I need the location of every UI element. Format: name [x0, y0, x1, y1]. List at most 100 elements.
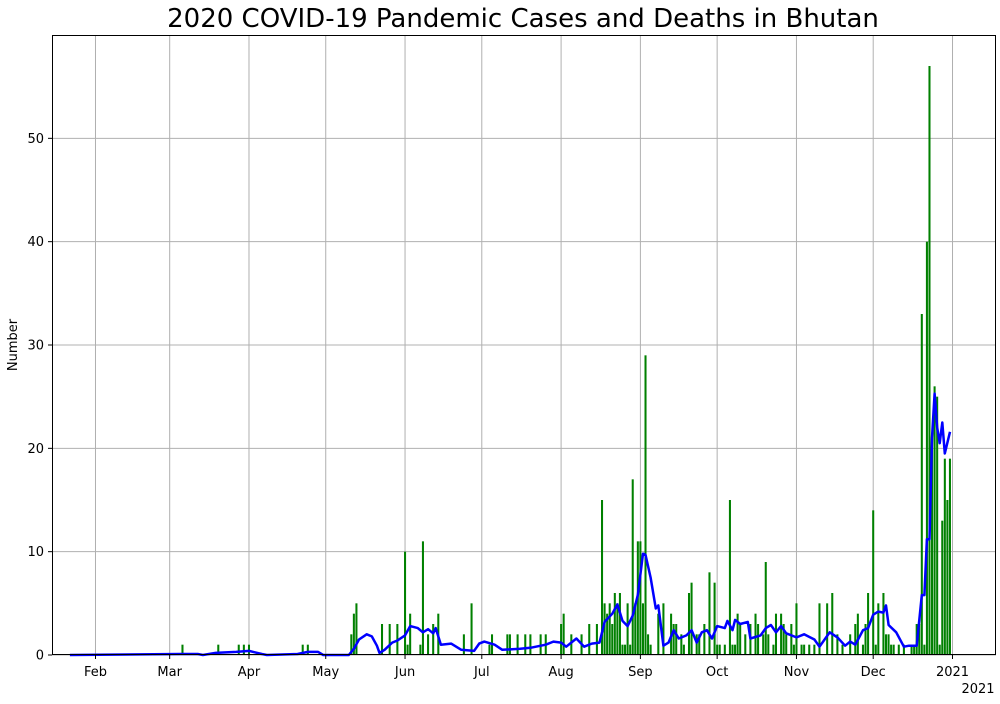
- bar: [887, 634, 890, 655]
- bar: [427, 634, 430, 655]
- bar: [943, 458, 946, 655]
- bar: [856, 613, 859, 655]
- bar: [703, 624, 706, 655]
- y-tick-label: 0: [36, 649, 44, 664]
- bar: [649, 644, 652, 655]
- bar: [508, 634, 511, 655]
- bar: [736, 613, 739, 655]
- bar: [884, 634, 888, 655]
- y-tick-label: 30: [27, 339, 44, 354]
- y-axis: 0 10 20 30 40 50: [27, 132, 52, 664]
- bar: [918, 624, 921, 655]
- y-tick-label: 20: [27, 442, 44, 457]
- bar: [931, 438, 934, 655]
- y-tick-label: 50: [27, 132, 44, 147]
- y-tick-label: 10: [27, 545, 44, 560]
- bar: [882, 593, 885, 655]
- plot-area-frame: [52, 35, 996, 655]
- x-tick-label: Oct: [706, 665, 728, 680]
- bar: [432, 624, 435, 655]
- bar: [892, 644, 895, 655]
- bar: [790, 624, 793, 655]
- bar: [647, 634, 650, 655]
- bar: [657, 613, 660, 655]
- bar: [867, 593, 870, 655]
- bar: [626, 603, 629, 655]
- bar: [936, 396, 939, 655]
- bar: [181, 644, 184, 655]
- bar: [217, 644, 220, 655]
- bar: [718, 644, 721, 655]
- bar: [744, 634, 747, 655]
- bar: [562, 613, 565, 655]
- bar: [813, 644, 816, 655]
- bar: [739, 624, 742, 655]
- bar: [682, 644, 685, 655]
- bar: [782, 624, 785, 655]
- bar: [864, 624, 867, 655]
- bar: [601, 500, 604, 655]
- bar: [734, 644, 737, 655]
- bar: [680, 634, 683, 655]
- bar: [831, 593, 834, 655]
- bar: [506, 634, 509, 655]
- bar: [690, 582, 693, 655]
- bar: [608, 603, 611, 655]
- bar: [913, 644, 916, 655]
- bar: [713, 582, 716, 655]
- bar: [388, 624, 391, 655]
- bar: [611, 624, 614, 655]
- bar: [841, 644, 844, 655]
- bar: [762, 634, 765, 655]
- bar: [404, 551, 407, 655]
- bar: [925, 241, 928, 655]
- bar: [419, 644, 422, 655]
- x-tick-label: Dec: [861, 665, 886, 680]
- bar: [772, 644, 775, 655]
- x-tick-label: Sep: [628, 665, 653, 680]
- bar: [849, 634, 852, 655]
- bar: [941, 520, 944, 655]
- bar: [529, 634, 532, 655]
- x-tick-label: 2021: [936, 665, 969, 680]
- x-tick-label: Nov: [784, 665, 810, 680]
- bar: [588, 624, 591, 655]
- bar: [948, 458, 951, 655]
- bar: [624, 644, 627, 655]
- y-axis-label: Number: [6, 318, 21, 371]
- bar: [728, 500, 731, 655]
- line-series: [69, 392, 952, 657]
- bar: [616, 603, 619, 655]
- bar: [675, 624, 678, 655]
- bar: [603, 603, 606, 655]
- series-line: [69, 392, 952, 657]
- bar: [836, 634, 839, 655]
- x-tick-label: May: [312, 665, 339, 680]
- bar: [352, 613, 355, 655]
- bar: [716, 644, 719, 655]
- bar: [723, 644, 726, 655]
- bar: [644, 355, 647, 655]
- bar: [634, 603, 637, 655]
- x-tick-label: Jul: [473, 665, 490, 680]
- bar: [874, 644, 877, 655]
- bar: [641, 603, 644, 655]
- x-tick-label: Mar: [157, 665, 182, 680]
- bar: [695, 634, 698, 655]
- bar: [877, 603, 880, 655]
- bar: [301, 644, 304, 655]
- bar: [631, 479, 634, 655]
- y-tick-label: 40: [27, 235, 44, 250]
- x-axis: Feb Mar Apr May Jun Jul Aug Sep Oct Nov Dec 2021: [84, 655, 969, 680]
- bar: [854, 624, 857, 655]
- bar: [242, 644, 245, 655]
- bar: [560, 624, 563, 655]
- bar: [757, 624, 760, 655]
- bar: [698, 634, 701, 655]
- bar: [861, 644, 864, 655]
- bar: [808, 644, 811, 655]
- x-tick-label: Apr: [238, 665, 261, 680]
- bar: [488, 644, 491, 655]
- bar: [606, 613, 609, 655]
- bar: [629, 644, 632, 655]
